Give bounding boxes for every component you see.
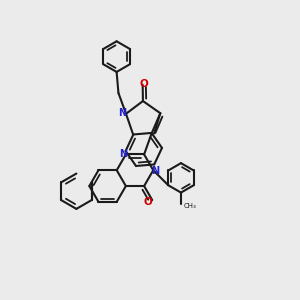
Text: O: O <box>139 79 148 89</box>
Text: N: N <box>151 166 159 176</box>
Text: O: O <box>143 197 152 207</box>
Text: N: N <box>118 108 127 118</box>
Text: N: N <box>119 149 128 159</box>
Text: CH₃: CH₃ <box>183 203 196 209</box>
